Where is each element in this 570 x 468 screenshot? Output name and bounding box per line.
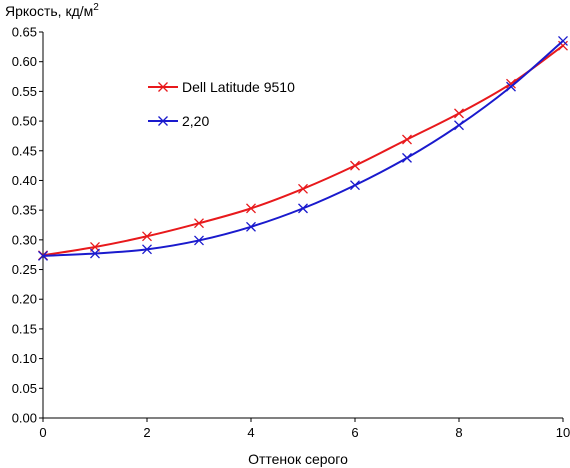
data-point xyxy=(38,250,48,261)
data-point xyxy=(402,134,412,145)
x-tick-label: 4 xyxy=(247,425,254,440)
y-tick-label: 0.15 xyxy=(12,321,37,336)
data-point xyxy=(90,248,100,259)
series-0 xyxy=(38,40,568,261)
data-point xyxy=(142,244,152,255)
legend-marker xyxy=(158,116,168,126)
y-tick-label: 0.55 xyxy=(12,84,37,99)
data-point xyxy=(558,35,568,46)
y-tick-label: 0.35 xyxy=(12,203,37,218)
y-axis-title-superscript: 2 xyxy=(93,2,99,13)
y-axis-ticks: 0.00 0.05 0.10 0.15 0.20 0.25 0.30 0.35 0.40 0.45… xyxy=(12,25,43,426)
data-point xyxy=(246,203,256,214)
y-tick-label: 0.30 xyxy=(12,232,37,247)
series-1 xyxy=(38,35,568,261)
x-tick-label: 8 xyxy=(455,425,462,440)
y-tick-label: 0.20 xyxy=(12,292,37,307)
data-point xyxy=(142,231,152,242)
series-layer xyxy=(38,35,568,261)
data-point xyxy=(298,203,308,214)
x-tick-label: 6 xyxy=(351,425,358,440)
x-tick-label: 2 xyxy=(143,425,150,440)
y-tick-label: 0.50 xyxy=(12,114,37,129)
x-axis-title: Оттенок серого xyxy=(248,451,348,467)
data-point xyxy=(194,235,204,246)
legend-item: Dell Latitude 9510 xyxy=(148,79,295,95)
y-tick-label: 0.05 xyxy=(12,381,37,396)
y-axis-title: Яркость, кд/м2 xyxy=(5,2,99,19)
y-tick-label: 0.25 xyxy=(12,262,37,277)
data-point xyxy=(506,81,516,92)
data-point xyxy=(350,160,360,171)
legend: Dell Latitude 9510 2,20 xyxy=(148,79,295,129)
data-point xyxy=(506,78,516,89)
y-tick-label: 0.10 xyxy=(12,351,37,366)
data-point xyxy=(402,152,412,163)
legend-label: 2,20 xyxy=(182,113,209,129)
y-tick-label: 0.60 xyxy=(12,54,37,69)
y-tick-label: 0.45 xyxy=(12,143,37,158)
x-tick-label: 0 xyxy=(39,425,46,440)
series-line xyxy=(42,44,564,257)
data-point xyxy=(350,180,360,191)
data-point xyxy=(454,108,464,119)
axes xyxy=(42,32,563,419)
legend-marker xyxy=(158,82,168,92)
y-tick-label: 0.65 xyxy=(12,25,37,40)
y-tick-label: 0.40 xyxy=(12,173,37,188)
data-point xyxy=(194,218,204,229)
y-axis-title-text: Яркость, кд/м xyxy=(5,3,93,19)
x-axis-ticks: 0 2 4 6 8 10 xyxy=(39,418,570,440)
series-line xyxy=(42,40,564,257)
data-point xyxy=(454,120,464,131)
x-tick-label: 10 xyxy=(556,425,570,440)
legend-label: Dell Latitude 9510 xyxy=(182,79,295,95)
svg-text:Яркость, кд/м2: Яркость, кд/м2 xyxy=(5,2,99,19)
data-point xyxy=(298,183,308,194)
legend-item: 2,20 xyxy=(148,113,209,129)
data-point xyxy=(246,221,256,232)
y-tick-label: 0.00 xyxy=(12,411,37,426)
